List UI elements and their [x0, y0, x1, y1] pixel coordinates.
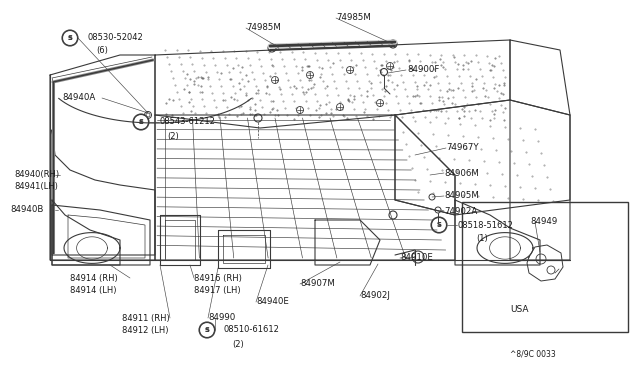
Text: 84900F: 84900F [407, 65, 440, 74]
Text: 84940B: 84940B [10, 205, 44, 215]
Text: 84949: 84949 [530, 218, 557, 227]
Text: 08518-51612: 08518-51612 [457, 221, 513, 230]
Text: S: S [205, 327, 209, 333]
Text: 08543-61212: 08543-61212 [159, 118, 215, 126]
Text: 84910E: 84910E [400, 253, 433, 263]
Circle shape [199, 322, 215, 338]
Circle shape [431, 218, 447, 232]
Text: 74902A: 74902A [444, 206, 477, 215]
Bar [462, 202, 628, 332]
Text: 74985M: 74985M [246, 23, 281, 32]
Circle shape [431, 217, 447, 233]
Circle shape [200, 323, 214, 337]
Text: S: S [205, 327, 209, 333]
Text: (6): (6) [96, 46, 108, 55]
Text: (2): (2) [232, 340, 244, 349]
Text: 84905M: 84905M [444, 192, 479, 201]
Text: 84940(RH): 84940(RH) [14, 170, 59, 180]
Text: 84907M: 84907M [300, 279, 335, 289]
Text: S: S [67, 35, 72, 41]
Circle shape [62, 30, 78, 46]
Text: 84940E: 84940E [256, 298, 289, 307]
Text: ^8/9C 0033: ^8/9C 0033 [510, 350, 556, 359]
Text: 84941(LH): 84941(LH) [14, 183, 58, 192]
Text: 84914 (LH): 84914 (LH) [70, 285, 116, 295]
Text: S: S [138, 119, 143, 125]
Text: 84916 (RH): 84916 (RH) [194, 273, 242, 282]
Text: 74967Y: 74967Y [446, 144, 479, 153]
Text: 84914 (RH): 84914 (RH) [70, 273, 118, 282]
Text: 84917 (LH): 84917 (LH) [194, 285, 241, 295]
Text: 84912 (LH): 84912 (LH) [122, 326, 168, 334]
Text: 84990: 84990 [208, 314, 236, 323]
Text: S: S [68, 35, 72, 41]
Circle shape [134, 115, 148, 129]
Text: 84902J: 84902J [360, 292, 390, 301]
Text: 84940A: 84940A [62, 93, 95, 103]
Text: 08510-61612: 08510-61612 [224, 326, 280, 334]
Text: 84906M: 84906M [444, 169, 479, 177]
Text: (1): (1) [476, 234, 488, 244]
Text: 74985M: 74985M [336, 13, 371, 22]
Text: (2): (2) [167, 131, 179, 141]
Text: S: S [436, 222, 442, 228]
Text: S: S [436, 222, 442, 228]
Circle shape [133, 114, 149, 130]
Text: USA: USA [510, 305, 529, 314]
Circle shape [63, 31, 77, 45]
Text: 84911 (RH): 84911 (RH) [122, 314, 170, 323]
Text: 08530-52042: 08530-52042 [88, 33, 144, 42]
Text: S: S [139, 119, 143, 125]
